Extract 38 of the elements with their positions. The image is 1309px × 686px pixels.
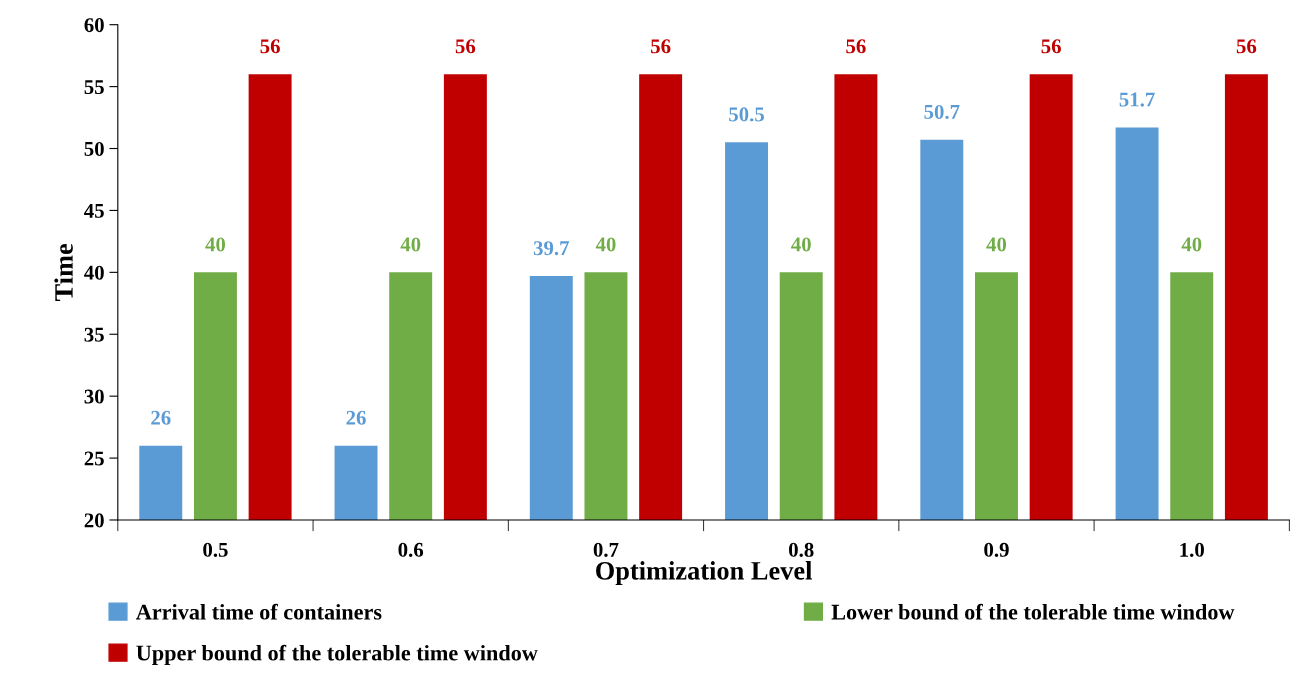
data-label: 40 <box>986 237 1007 252</box>
x-tick-label: 1.0 <box>1180 542 1204 557</box>
data-label: 40 <box>400 237 421 252</box>
data-label: 56 <box>1041 39 1061 54</box>
data-label: 40 <box>595 237 616 252</box>
data-label: 40 <box>1181 237 1202 252</box>
data-label: 56 <box>260 39 280 54</box>
x-tick-label: 0.7 <box>593 542 619 557</box>
data-label: 51.7 <box>1119 92 1155 107</box>
y-tick-label: 35 <box>84 327 104 342</box>
y-tick-label: 60 <box>84 18 104 33</box>
x-tick-label: 0.5 <box>203 542 228 557</box>
data-label: 26 <box>346 410 366 425</box>
x-axis-title: Optimization Level <box>596 561 812 586</box>
legend-label: Lower bound of the tolerable time window <box>831 603 1235 620</box>
data-label: 56 <box>1236 39 1257 54</box>
data-label: 39.7 <box>533 241 570 256</box>
y-tick-label: 20 <box>84 513 104 528</box>
y-tick-label: 30 <box>84 389 104 404</box>
data-label: 50.5 <box>729 107 765 122</box>
data-label: 56 <box>846 39 866 54</box>
x-tick-label: 0.8 <box>788 542 814 557</box>
data-label: 40 <box>791 237 811 252</box>
y-axis-title: Time <box>54 243 73 302</box>
data-label: 56 <box>455 39 476 54</box>
legend-label: Arrival time of containers <box>136 603 382 620</box>
y-tick-label: 40 <box>84 265 104 280</box>
x-tick-label: 0.9 <box>984 542 1009 557</box>
y-tick-label: 45 <box>84 203 104 218</box>
y-tick-label: 50 <box>84 141 104 156</box>
y-tick-label: 25 <box>84 451 104 466</box>
y-tick-label: 55 <box>84 80 104 95</box>
legend-label: Upper bound of the tolerable time window <box>136 644 538 666</box>
data-label: 26 <box>151 410 171 425</box>
x-tick-label: 0.6 <box>398 542 424 557</box>
data-label: 50.7 <box>924 104 960 120</box>
data-label: 56 <box>651 39 671 54</box>
data-label: 40 <box>205 237 226 252</box>
